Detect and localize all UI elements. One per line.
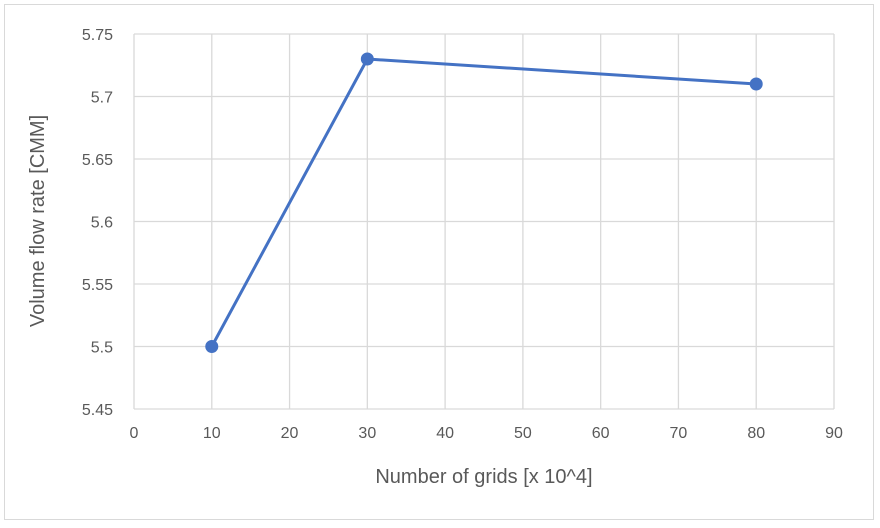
y-tick-label: 5.55 [82, 277, 113, 294]
x-tick-label: 0 [130, 425, 139, 442]
data-point [749, 77, 763, 91]
y-tick-label: 5.6 [91, 215, 113, 232]
x-tick-label: 50 [514, 425, 532, 442]
series-group [205, 52, 763, 353]
chart-area [4, 4, 874, 520]
x-tick-label: 10 [203, 425, 221, 442]
horizontal-gridlines [134, 33, 834, 410]
x-tick-label: 30 [358, 425, 376, 442]
x-tick-label: 70 [670, 425, 688, 442]
y-tick-label: 5.7 [91, 90, 113, 107]
y-tick-label: 5.5 [91, 340, 113, 357]
y-axis-tick-labels: 5.45 5.5 5.55 5.6 5.65 5.7 5.75 [82, 27, 113, 419]
x-axis-tick-labels: 0 10 20 30 40 50 60 70 80 90 [130, 425, 843, 442]
x-tick-label: 60 [592, 425, 610, 442]
y-axis-title: Volume flow rate [CMM] [27, 115, 49, 327]
y-tick-label: 5.65 [82, 152, 113, 169]
x-tick-label: 40 [436, 425, 454, 442]
y-tick-label: 5.75 [82, 27, 113, 44]
x-tick-label: 90 [825, 425, 843, 442]
x-tick-label: 80 [747, 425, 765, 442]
data-point [360, 52, 374, 66]
x-tick-label: 20 [281, 425, 299, 442]
x-axis-title: Number of grids [x 10^4] [375, 466, 592, 488]
data-point [205, 340, 219, 353]
y-tick-label: 5.45 [82, 402, 113, 419]
series-line [210, 57, 758, 348]
